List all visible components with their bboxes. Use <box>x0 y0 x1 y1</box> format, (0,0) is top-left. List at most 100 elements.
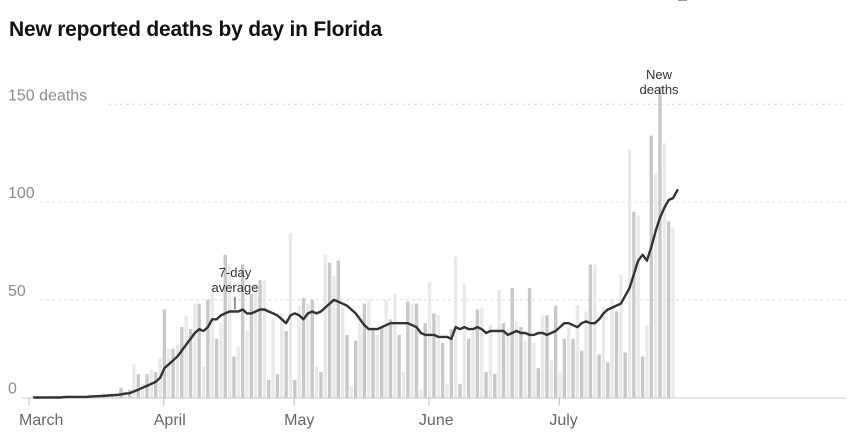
bar-day-63 <box>306 303 310 398</box>
bar-day-99 <box>462 284 467 398</box>
annotation-deaths-text: New <box>646 67 673 82</box>
bar-day-42 <box>214 338 219 398</box>
gridlines <box>40 103 846 301</box>
bar-day-113 <box>523 340 527 398</box>
average-line-path <box>32 189 679 399</box>
bar-day-90 <box>423 323 427 398</box>
bar-day-103 <box>480 307 484 398</box>
bar-day-101 <box>471 331 475 398</box>
bar-day-133 <box>610 299 614 398</box>
bar-day-60 <box>293 379 297 398</box>
bar-day-121 <box>558 372 562 398</box>
bar-day-98 <box>458 383 462 398</box>
bar-day-71 <box>340 307 345 398</box>
x-tick-label: July <box>549 412 577 429</box>
bar-day-70 <box>336 260 340 398</box>
bar-day-126 <box>580 350 584 398</box>
bar-day-130 <box>597 354 601 398</box>
bar-day-128 <box>588 264 593 398</box>
bar-day-57 <box>280 313 284 398</box>
bar-day-72 <box>345 334 349 398</box>
bar-day-124 <box>571 338 575 398</box>
bar-day-142 <box>649 135 653 398</box>
bar-day-100 <box>467 338 471 398</box>
bar-day-77 <box>367 299 371 398</box>
bar-day-66 <box>319 372 323 398</box>
y-tick-label: 100 <box>8 185 35 202</box>
bar-day-125 <box>575 305 580 398</box>
bar-day-69 <box>332 276 336 398</box>
annotation-deaths-text: deaths <box>640 82 680 97</box>
bar-day-67 <box>323 254 327 398</box>
bar-day-73 <box>349 385 354 398</box>
bar-day-84 <box>397 334 401 398</box>
bar-day-147 <box>671 227 675 398</box>
bar-day-146 <box>666 221 671 398</box>
bar-day-123 <box>566 327 571 398</box>
bar-day-114 <box>527 288 532 398</box>
bar-day-52 <box>258 280 262 398</box>
bar-day-20 <box>119 387 123 398</box>
bar-day-116 <box>536 368 540 398</box>
bar-day-64 <box>310 299 314 398</box>
y-axis-labels: 150 deaths 100 50 0 <box>8 87 87 397</box>
bar-day-111 <box>514 321 519 398</box>
bar-day-96 <box>449 329 454 398</box>
bar-day-38 <box>197 303 201 398</box>
annotation-average-text: 7-day <box>219 265 252 280</box>
bar-day-33 <box>175 344 180 398</box>
bar-day-76 <box>362 303 367 398</box>
bar-day-50 <box>249 293 254 398</box>
bar-day-58 <box>284 331 288 398</box>
bar-day-85 <box>401 372 406 398</box>
bar-day-134 <box>614 311 619 398</box>
bar-day-41 <box>210 286 214 398</box>
bar-day-37 <box>193 303 197 398</box>
bar-day-61 <box>297 305 301 398</box>
x-tick-label: May <box>284 412 314 429</box>
bar-day-115 <box>532 342 536 398</box>
bar-day-87 <box>410 303 414 398</box>
bar-day-32 <box>171 348 175 398</box>
bar-day-80 <box>380 327 384 398</box>
bar-day-102 <box>475 309 480 398</box>
bar-day-68 <box>327 262 332 398</box>
bar-day-30 <box>162 309 167 398</box>
bar-day-112 <box>519 327 523 398</box>
bar-day-86 <box>406 301 410 398</box>
average-line <box>32 189 679 399</box>
bar-day-74 <box>353 340 358 398</box>
bar-day-40 <box>206 299 210 398</box>
bar-day-35 <box>184 315 188 398</box>
bar-day-137 <box>627 149 632 398</box>
bar-day-36 <box>188 329 193 398</box>
x-tick-label: April <box>154 412 186 429</box>
bar-day-109 <box>506 329 510 398</box>
bar-day-135 <box>619 274 623 398</box>
bar-day-143 <box>653 174 658 398</box>
bar-day-62 <box>301 297 306 398</box>
bar-day-120 <box>553 305 558 398</box>
bar-day-129 <box>593 264 597 398</box>
bar-day-24 <box>136 374 141 398</box>
bar-day-91 <box>427 282 432 398</box>
bar-day-75 <box>358 315 362 398</box>
bar-day-131 <box>601 307 606 398</box>
bar-day-49 <box>245 331 249 398</box>
bar-day-44 <box>223 254 227 398</box>
bar-day-56 <box>275 374 280 398</box>
bar-day-55 <box>271 319 275 398</box>
y-tick-label: 150 deaths <box>8 87 87 104</box>
bar-day-53 <box>262 280 267 398</box>
bar-day-104 <box>484 372 488 398</box>
bar-day-51 <box>254 284 258 398</box>
bar-day-108 <box>501 323 506 398</box>
bar-day-47 <box>236 346 241 398</box>
chart-title: New reported deaths by day in Florida <box>9 18 383 41</box>
bars <box>54 86 675 398</box>
bar-day-132 <box>606 362 610 398</box>
bar-day-54 <box>267 379 271 398</box>
bar-day-119 <box>549 360 553 398</box>
